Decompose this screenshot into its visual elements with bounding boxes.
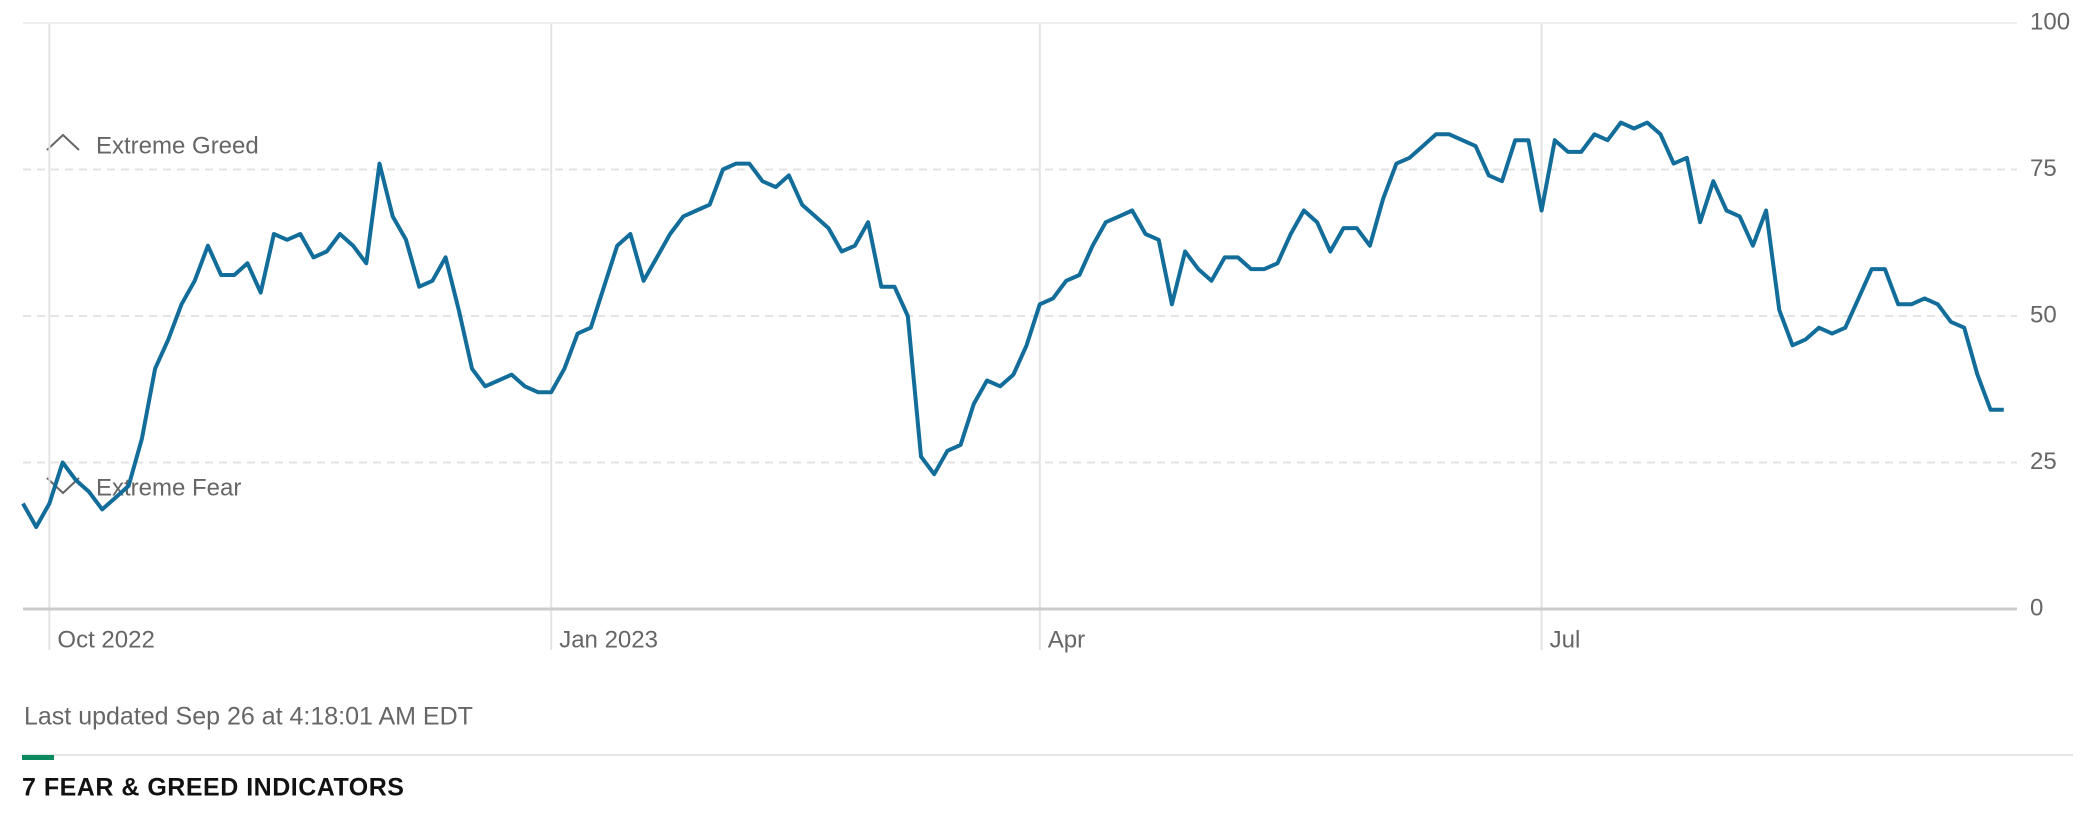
x-tick-label: Jan 2023 <box>559 626 658 653</box>
y-tick-label: 0 <box>2030 594 2043 621</box>
accent-bar <box>22 755 54 760</box>
annotation: Extreme Fear <box>96 474 241 501</box>
fear-icon <box>46 477 80 495</box>
greed-icon <box>46 133 80 151</box>
x-tick-label: Apr <box>1048 626 1085 653</box>
y-tick-label: 25 <box>2030 448 2057 475</box>
section-title: 7 FEAR & GREED INDICATORS <box>22 774 404 802</box>
line <box>21 120 2004 529</box>
y-tick-label: 75 <box>2030 155 2057 182</box>
x-tick-label: Oct 2022 <box>57 626 154 653</box>
y-tick-label: 50 <box>2030 301 2057 328</box>
x-tick-label: Jul <box>1550 626 1581 653</box>
last-updated: Last updated Sep 26 at 4:18:01 AM EDT <box>24 703 473 731</box>
annotation: Extreme Greed <box>96 132 259 159</box>
y-tick-label: 100 <box>2030 8 2070 35</box>
